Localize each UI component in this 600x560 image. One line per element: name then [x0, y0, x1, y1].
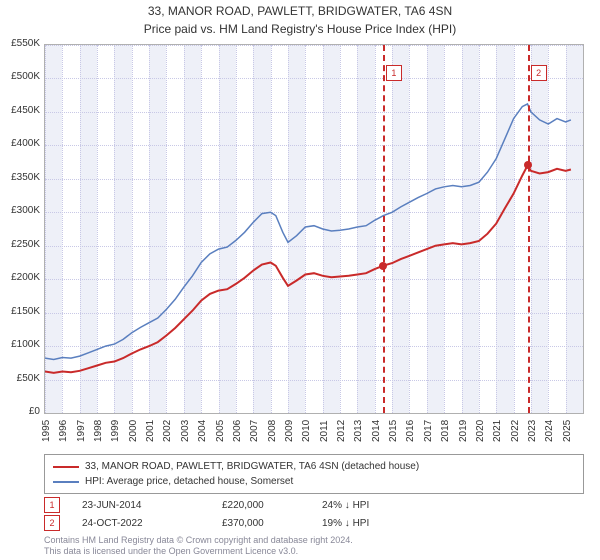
event-line [383, 45, 385, 413]
series-property [45, 165, 571, 373]
y-axis-tick: £350K [0, 172, 40, 183]
y-axis-tick: £450K [0, 105, 40, 116]
page-subtitle: Price paid vs. HM Land Registry's House … [0, 22, 600, 36]
legend-label: 33, MANOR ROAD, PAWLETT, BRIDGWATER, TA6… [85, 459, 419, 474]
event-table: 1 23-JUN-2014 £220,000 24% ↓ HPI 2 24-OC… [44, 496, 584, 532]
y-axis-tick: £150K [0, 306, 40, 317]
x-axis-tick: 2005 [215, 420, 226, 442]
x-axis-tick: 2020 [475, 420, 486, 442]
x-axis-tick: 1995 [41, 420, 52, 442]
legend-item: HPI: Average price, detached house, Some… [53, 474, 575, 489]
event-number-box: 2 [531, 65, 547, 81]
event-delta: 19% ↓ HPI [322, 518, 442, 529]
legend: 33, MANOR ROAD, PAWLETT, BRIDGWATER, TA6… [44, 454, 584, 494]
x-axis-tick: 2008 [267, 420, 278, 442]
y-axis-tick: £50K [0, 373, 40, 384]
y-axis-tick: £500K [0, 71, 40, 82]
x-axis-tick: 2002 [162, 420, 173, 442]
x-axis-tick: 1996 [58, 420, 69, 442]
y-axis-tick: £250K [0, 239, 40, 250]
x-axis-tick: 2000 [128, 420, 139, 442]
chart-area: 12 [44, 44, 584, 414]
event-date: 24-OCT-2022 [82, 518, 222, 529]
x-axis-tick: 2013 [353, 420, 364, 442]
event-number-box: 1 [386, 65, 402, 81]
page-title: 33, MANOR ROAD, PAWLETT, BRIDGWATER, TA6… [0, 4, 600, 18]
series-hpi [45, 104, 571, 360]
x-axis-tick: 2010 [301, 420, 312, 442]
y-axis-tick: £200K [0, 272, 40, 283]
x-axis-tick: 2004 [197, 420, 208, 442]
event-line [528, 45, 530, 413]
legend-swatch [53, 481, 79, 483]
legend-label: HPI: Average price, detached house, Some… [85, 474, 293, 489]
page: 33, MANOR ROAD, PAWLETT, BRIDGWATER, TA6… [0, 0, 600, 560]
x-axis-tick: 2003 [180, 420, 191, 442]
footer-attribution: Contains HM Land Registry data © Crown c… [44, 535, 584, 557]
footer-line: This data is licensed under the Open Gov… [44, 546, 584, 557]
y-axis-tick: £400K [0, 138, 40, 149]
x-axis-tick: 2021 [492, 420, 503, 442]
event-delta: 24% ↓ HPI [322, 500, 442, 511]
x-axis-tick: 2009 [284, 420, 295, 442]
event-dot [379, 262, 387, 270]
x-axis-tick: 1999 [110, 420, 121, 442]
x-axis-tick: 2007 [249, 420, 260, 442]
x-axis-tick: 1998 [93, 420, 104, 442]
x-axis-tick: 2001 [145, 420, 156, 442]
x-axis-tick: 1997 [76, 420, 87, 442]
x-axis-tick: 2012 [336, 420, 347, 442]
event-date: 23-JUN-2014 [82, 500, 222, 511]
x-axis-tick: 2014 [371, 420, 382, 442]
event-price: £370,000 [222, 518, 322, 529]
event-marker-box: 2 [44, 515, 60, 531]
line-plot [45, 45, 583, 413]
footer-line: Contains HM Land Registry data © Crown c… [44, 535, 584, 546]
y-axis-tick: £0 [0, 406, 40, 417]
x-axis-tick: 2017 [423, 420, 434, 442]
y-axis-tick: £300K [0, 205, 40, 216]
event-marker-box: 1 [44, 497, 60, 513]
x-axis-tick: 2023 [527, 420, 538, 442]
x-axis-tick: 2011 [319, 420, 330, 442]
x-axis-tick: 2018 [440, 420, 451, 442]
legend-swatch [53, 466, 79, 468]
event-row: 2 24-OCT-2022 £370,000 19% ↓ HPI [44, 514, 584, 532]
x-axis-tick: 2006 [232, 420, 243, 442]
y-axis-tick: £550K [0, 38, 40, 49]
event-row: 1 23-JUN-2014 £220,000 24% ↓ HPI [44, 496, 584, 514]
x-axis-tick: 2024 [544, 420, 555, 442]
event-price: £220,000 [222, 500, 322, 511]
x-axis-tick: 2025 [562, 420, 573, 442]
x-axis-tick: 2019 [458, 420, 469, 442]
x-axis-tick: 2016 [405, 420, 416, 442]
x-axis-tick: 2022 [510, 420, 521, 442]
y-axis-tick: £100K [0, 339, 40, 350]
x-axis-tick: 2015 [388, 420, 399, 442]
legend-item: 33, MANOR ROAD, PAWLETT, BRIDGWATER, TA6… [53, 459, 575, 474]
